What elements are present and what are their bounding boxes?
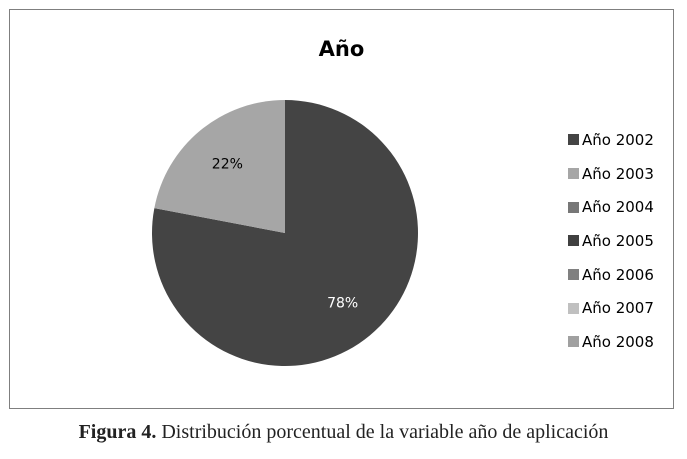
figure-caption: Figura 4. Distribución porcentual de la …: [0, 421, 687, 444]
legend-swatch: [568, 235, 579, 247]
pie-chart: 78% 22%: [151, 100, 418, 366]
chart-title: Año: [318, 37, 365, 61]
legend-swatch: [568, 302, 579, 314]
legend-label: Año 2005: [582, 231, 654, 250]
pie-slice-año-2003: [154, 100, 285, 233]
legend-label: Año 2003: [582, 164, 654, 183]
legend-swatch: [568, 269, 579, 281]
legend-item: Año 2003: [568, 157, 654, 191]
data-label-año-2002: 78%: [327, 296, 358, 312]
legend-item: Año 2007: [568, 291, 654, 325]
legend-swatch: [568, 134, 579, 146]
legend-label: Año 2007: [582, 299, 654, 318]
legend-item: Año 2008: [568, 325, 654, 359]
legend-label: Año 2002: [582, 130, 654, 149]
legend-label: Año 2006: [582, 265, 654, 284]
legend-label: Año 2004: [582, 198, 654, 217]
data-label-año-2003: 22%: [212, 156, 243, 172]
caption-text: Distribución porcentual de la variable a…: [161, 421, 609, 443]
legend-swatch: [568, 168, 579, 180]
legend-item: Año 2004: [568, 190, 654, 224]
legend-item: Año 2006: [568, 258, 654, 292]
legend-label: Año 2008: [582, 332, 654, 351]
legend-item: Año 2002: [568, 123, 654, 157]
legend: Año 2002 Año 2003 Año 2004 Año 2005 Año 2006…: [568, 123, 654, 359]
legend-swatch: [568, 201, 579, 213]
chart-area: Año 78% 22% Año 2002 Año 2003 Año 2004 Año 2…: [9, 9, 674, 409]
legend-item: Año 2005: [568, 224, 654, 258]
legend-swatch: [568, 336, 579, 348]
caption-label: Figura 4.: [78, 421, 157, 443]
